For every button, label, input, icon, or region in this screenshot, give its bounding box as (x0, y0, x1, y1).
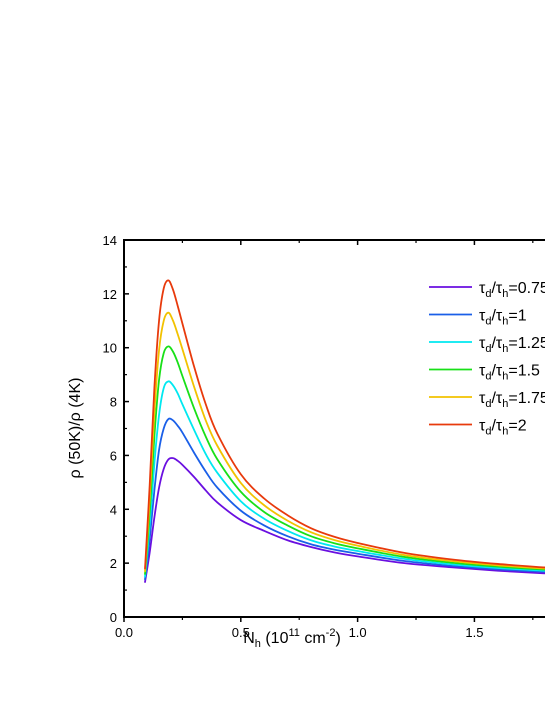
legend-label: τd/τh=2 (479, 418, 527, 438)
legend-label: τd/τh=0.75 (479, 280, 545, 300)
series-line-0 (144, 457, 545, 583)
series-line-3 (144, 345, 545, 575)
y-tick-label: 0 (110, 610, 117, 625)
y-axis-title: ρ (50K)/ρ (4K) (67, 378, 84, 479)
x-tick-label: 1.5 (465, 625, 483, 640)
legend-label: τd/τh=1.5 (479, 363, 540, 383)
x-tick-label: 1.0 (349, 625, 367, 640)
y-tick-label: 6 (110, 448, 117, 463)
legend-label: τd/τh=1.75 (479, 390, 545, 410)
series-line-1 (144, 417, 545, 581)
y-tick-label: 2 (110, 556, 117, 571)
x-tick-label: 0.0 (115, 625, 133, 640)
series-line-4 (144, 311, 545, 573)
y-tick-label: 14 (103, 233, 117, 248)
series-line-5 (144, 279, 545, 570)
y-ticks: 0 2 4 6 8 10 12 14 (103, 233, 129, 625)
x-ticks: 0.0 0.5 1.0 1.5 (115, 240, 534, 640)
legend-label: τd/τh=1 (479, 308, 527, 328)
series-line-2 (144, 380, 545, 578)
y-tick-label: 4 (110, 502, 117, 517)
series-layer (144, 279, 545, 583)
x-tick-label: 0.5 (232, 625, 250, 640)
y-tick-label: 10 (103, 341, 117, 356)
y-tick-label: 12 (103, 287, 117, 302)
legend-label: τd/τh=1.25 (479, 335, 545, 355)
y-tick-label: 8 (110, 395, 117, 410)
legend: τd/τh=0.75 τd/τh=1 τd/τh=1.25 τd/τh=1.5 τd/τ… (429, 280, 545, 438)
x-axis-title: Nh (1011 cm-2) (243, 627, 341, 650)
